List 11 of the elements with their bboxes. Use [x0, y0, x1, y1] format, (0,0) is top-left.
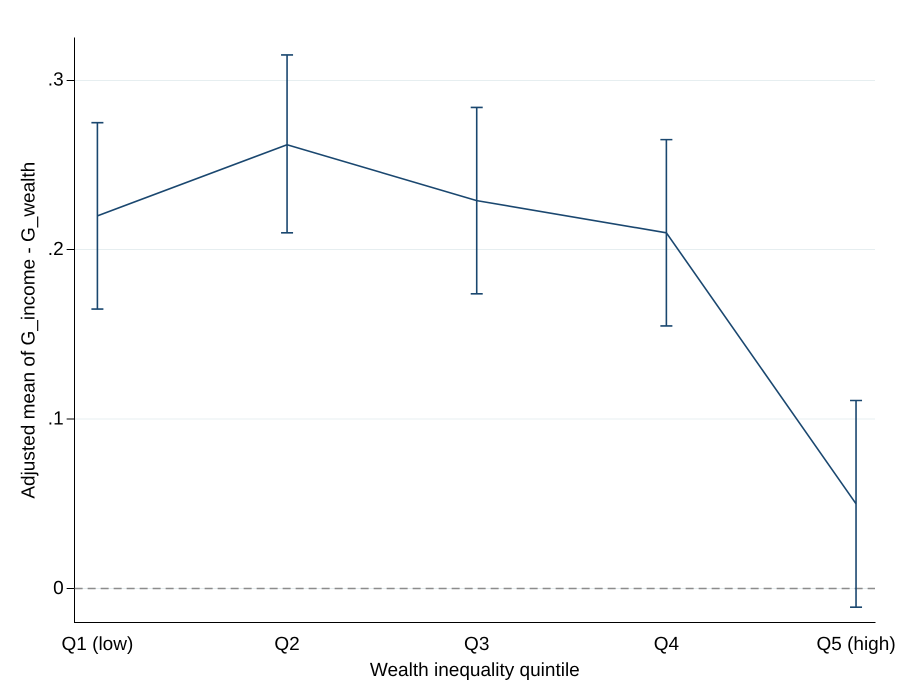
x-tick-label: Q1 (low)	[62, 634, 134, 656]
x-tick-label: Q2	[274, 634, 300, 656]
x-tick-label: Q5 (high)	[816, 634, 896, 656]
y-tick-label: .3	[48, 70, 64, 91]
y-axis-title: Adjusted mean of G_income - G_wealth	[18, 162, 40, 499]
x-tick-label: Q3	[464, 634, 490, 656]
y-tick-label: 0	[53, 578, 64, 599]
y-tick-label: .1	[48, 408, 64, 430]
x-axis-title: Wealth inequality quintile	[370, 660, 580, 681]
y-tick-label: .2	[48, 238, 64, 260]
x-tick-label: Q4	[654, 634, 680, 656]
